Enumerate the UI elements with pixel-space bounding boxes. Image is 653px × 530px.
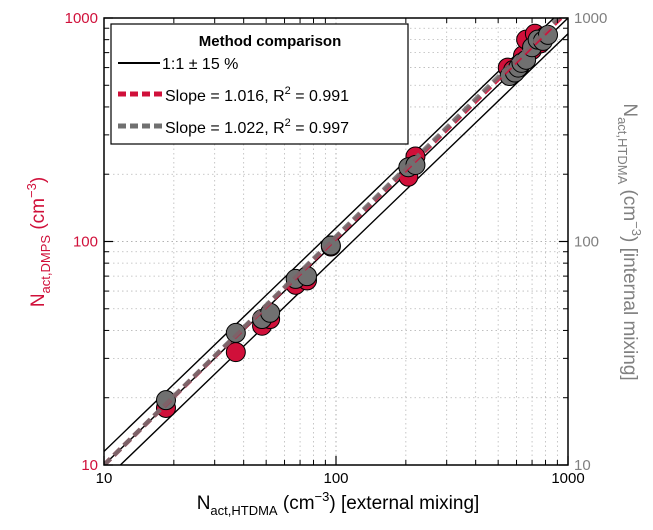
x-tick-label: 1000: [551, 470, 584, 487]
tolerance-line: [119, 32, 568, 465]
legend-title: Method comparison: [199, 33, 342, 50]
y-left-tick-label: 10: [81, 457, 98, 474]
fit-line-htdma: [104, 18, 562, 465]
legend-entry-htdma: Slope = 1.022, R2 = 0.997: [165, 117, 349, 137]
legend-box: [110, 23, 409, 145]
data-point-htdma: [155, 390, 176, 411]
x-axis-label: Nact,HTDMA (cm−3) [external mixing]: [197, 489, 480, 518]
y-left-tick-label: 100: [73, 234, 98, 251]
y-right-tick-label: 10: [574, 457, 591, 474]
data-point-htdma: [297, 266, 318, 287]
x-tick-label: 10: [96, 470, 113, 487]
legend-entry-1to1: 1:1 ± 15 %: [162, 56, 238, 73]
x-tick-label: 100: [323, 470, 348, 487]
y-right-tick-label: 1000: [574, 10, 607, 27]
y-axis-right-label: Nact,HTDMA (cm−3) [internal mixing]: [615, 103, 644, 380]
y-left-tick-label: 1000: [65, 10, 98, 27]
data-points: [104, 18, 564, 465]
legend: Method comparison 1:1 ± 15 % Slope = 1.0…: [110, 23, 409, 145]
y-right-tick-label: 100: [574, 234, 599, 251]
y-axis-left-label: Nact,DMPS (cm−3): [24, 177, 53, 307]
legend-entry-dmps: Slope = 1.016, R2 = 0.991: [165, 85, 349, 105]
